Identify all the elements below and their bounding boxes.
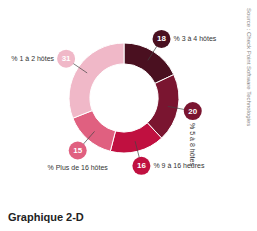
badge bbox=[57, 50, 75, 68]
data-label: 31 bbox=[62, 54, 71, 63]
category-label: % Plus de 16 hôtes bbox=[48, 164, 109, 171]
chart: 18 % 3 à 4 hôtes 20 % 5 à 8 hôtes 16 % 9 à 16… bbox=[0, 0, 257, 231]
badge bbox=[153, 30, 171, 48]
category-label: % 5 à 8 hôtes bbox=[189, 123, 196, 166]
labels: 18 % 3 à 4 hôtes 20 % 5 à 8 hôtes 16 % 9 à 16… bbox=[11, 30, 217, 175]
badge bbox=[184, 102, 202, 120]
category-label: % 3 à 4 hôtes bbox=[174, 35, 217, 42]
slice bbox=[110, 123, 161, 153]
data-label: 18 bbox=[157, 34, 166, 43]
title: Graphique 2-D bbox=[8, 211, 84, 223]
source: Source : Check Point Software Technologi… bbox=[246, 8, 252, 126]
data-label: 16 bbox=[137, 161, 146, 170]
badge bbox=[69, 142, 87, 160]
category-label: % 9 à 16 heures bbox=[153, 162, 204, 169]
badge bbox=[132, 157, 150, 175]
slices bbox=[69, 43, 179, 153]
data-label: 20 bbox=[188, 107, 197, 116]
category-label: % 1 à 2 hôtes bbox=[11, 55, 54, 62]
slice bbox=[124, 43, 174, 83]
slice bbox=[69, 43, 124, 118]
plot bbox=[69, 43, 179, 153]
data-label: 15 bbox=[73, 146, 82, 155]
